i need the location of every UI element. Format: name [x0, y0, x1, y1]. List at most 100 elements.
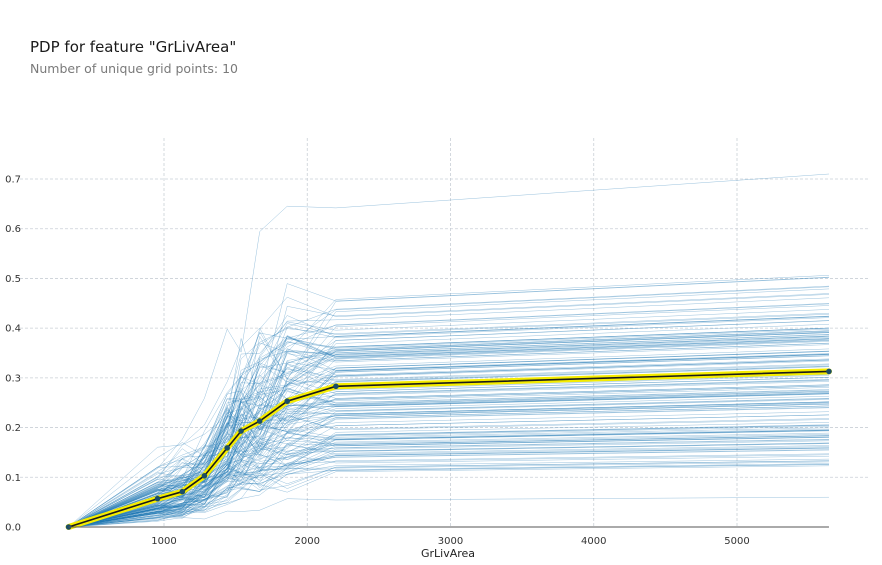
ice-line	[68, 275, 830, 528]
ice-line	[68, 461, 830, 528]
ice-line	[68, 393, 830, 528]
pdp-point	[238, 428, 244, 434]
ice-line	[68, 366, 830, 528]
ice-line	[68, 315, 830, 528]
ice-line	[68, 422, 830, 528]
ice-line	[68, 354, 830, 528]
pdp-point	[65, 524, 72, 530]
ice-line	[68, 350, 830, 528]
ice-line	[68, 415, 830, 528]
ice-line	[68, 303, 830, 528]
ice-line	[68, 427, 830, 528]
ice-line	[68, 407, 830, 528]
ice-line	[68, 429, 830, 528]
ice-line	[68, 432, 830, 528]
y-tick-label: 0.2	[5, 423, 21, 434]
pdp-average	[65, 368, 832, 530]
ice-line	[68, 460, 830, 528]
ice-line	[68, 425, 830, 528]
ice-line	[68, 414, 830, 528]
ice-line	[68, 390, 830, 528]
ice-line	[68, 436, 830, 528]
ice-line	[68, 449, 830, 528]
ice-line	[68, 414, 830, 528]
ice-line	[68, 330, 830, 528]
ice-line	[68, 385, 830, 528]
ice-line	[68, 363, 830, 528]
ice-line	[68, 320, 830, 528]
ice-line	[68, 440, 830, 528]
ice-line	[68, 333, 830, 528]
ice-line	[68, 173, 830, 528]
chart-title: PDP for feature "GrLivArea"	[30, 38, 237, 56]
ice-line	[68, 288, 830, 528]
ice-line	[68, 403, 830, 528]
x-tick-label: 1000	[151, 536, 176, 547]
ice-line	[68, 453, 830, 528]
ice-line	[68, 389, 830, 528]
pdp-point	[224, 445, 230, 451]
ice-line	[68, 385, 830, 528]
y-tick-label: 0.0	[5, 523, 21, 534]
ice-line	[68, 406, 830, 528]
ice-line	[68, 276, 830, 528]
ice-line	[68, 435, 830, 528]
ice-line	[68, 443, 830, 528]
ice-line	[68, 277, 830, 528]
ice-line	[68, 496, 830, 528]
ice-line	[68, 338, 830, 528]
ice-line	[68, 426, 830, 528]
ice-line	[68, 330, 830, 528]
ice-line	[68, 285, 830, 528]
ice-line	[68, 297, 830, 528]
ice-line	[68, 335, 830, 528]
ice-line	[68, 443, 830, 528]
x-tick-label: 5000	[724, 536, 749, 547]
ice-line	[68, 323, 830, 528]
ice-line	[68, 399, 830, 528]
x-tick-label: 4000	[581, 536, 606, 547]
ice-line	[68, 338, 830, 528]
ice-line	[68, 388, 830, 528]
grid-lines	[20, 138, 868, 527]
ice-line	[68, 445, 830, 528]
ice-line	[68, 414, 830, 528]
ice-line	[68, 327, 830, 528]
ice-line	[68, 435, 830, 528]
ice-line	[68, 464, 830, 528]
ice-line	[68, 320, 830, 528]
ice-line	[68, 448, 830, 528]
ice-line	[68, 294, 830, 528]
y-tick-label: 0.7	[5, 175, 21, 186]
ice-line	[68, 411, 830, 528]
ice-line	[68, 312, 830, 528]
ice-line	[68, 305, 830, 528]
ice-line	[68, 438, 830, 528]
ice-line	[68, 439, 830, 528]
pdp-point	[154, 495, 161, 502]
ice-line	[68, 336, 830, 528]
ice-line	[68, 354, 830, 528]
ice-line	[68, 341, 830, 528]
ice-line	[68, 454, 830, 528]
ice-line	[68, 442, 830, 528]
ice-lines	[68, 173, 830, 528]
ice-line	[68, 376, 830, 528]
ice-line	[68, 428, 830, 528]
ice-line	[68, 387, 830, 528]
pdp-point	[826, 368, 832, 375]
ice-line	[68, 359, 830, 528]
pdp-point	[201, 472, 208, 479]
ice-line	[68, 380, 830, 528]
pdp-point	[284, 398, 290, 405]
ice-line	[68, 337, 830, 528]
ice-line	[68, 460, 830, 528]
ice-line	[68, 309, 830, 528]
ice-line	[68, 401, 830, 528]
ice-line	[68, 293, 830, 528]
pdp-line	[68, 370, 830, 528]
ice-line	[68, 317, 830, 528]
ice-line	[68, 398, 830, 528]
y-tick-label: 0.3	[5, 373, 21, 384]
ice-line	[68, 405, 830, 528]
